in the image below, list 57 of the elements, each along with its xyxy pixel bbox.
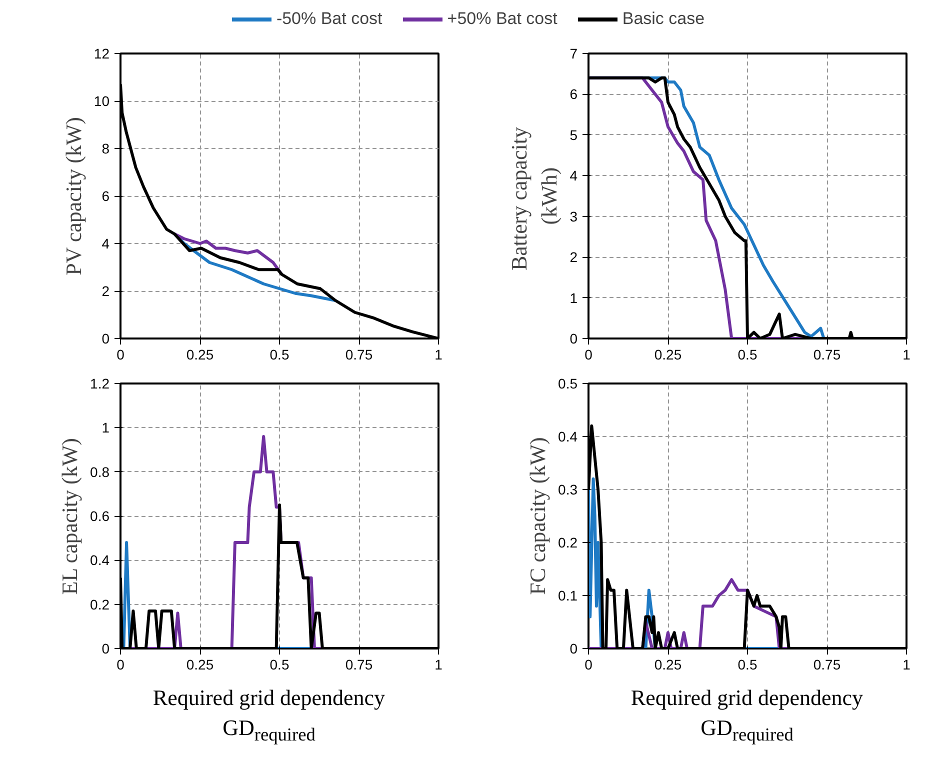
x-axis-title: Required grid dependency GD$_{required}$ [630,684,864,746]
y-tick-label: 1 [102,420,110,436]
y-tick-label: 8 [102,140,110,156]
y-axis-title: EL capacity (kW) [57,438,82,595]
x-tick-label: 0.25 [654,656,682,672]
y-tick-label: 7 [570,46,578,62]
y-tick-label: 0.4 [558,428,578,444]
y-tick-label: 2 [570,249,578,266]
x-tick-label: 0 [116,656,125,672]
y-tick-label: 1 [570,290,578,306]
y-tick-label: 0 [102,640,110,656]
y-tick-label: 0 [570,640,578,656]
x-tick-label: 0.75 [813,656,841,672]
x-tick-label: 0.75 [345,656,373,672]
x-tick-label: 1 [434,346,443,362]
y-tick-label: 4 [570,168,578,184]
legend-label: +50% Bat cost [447,9,558,29]
y-tick-label: 3 [570,208,578,224]
y-tick-label: 6 [102,188,110,204]
y-tick-label: 6 [570,86,578,102]
y-tick-label: 12 [94,46,110,62]
y-tick-label: 10 [94,93,110,109]
x-tick-label: 0.75 [345,346,373,362]
x-tick-label: 0 [584,656,593,672]
y-tick-label: 0 [102,330,110,346]
x-tick-label: 0.25 [186,656,214,672]
x-tick-label: 0.5 [270,346,290,362]
y-tick-label: 0.5 [558,376,578,392]
y-axis-title: Battery capacity (kWh) [506,126,562,271]
x-tick-label: 0.5 [738,656,758,672]
x-tick-label: 0.5 [270,656,290,672]
x-tick-label: 1 [902,346,911,362]
y-axis-title: FC capacity (kW) [525,437,550,595]
y-tick-label: 4 [102,236,110,252]
y-tick-label: 2 [102,283,110,299]
x-tick-label: 0.75 [813,346,841,362]
x-tick-label: 0 [584,346,593,362]
x-tick-label: 1 [434,656,443,672]
x-tick-label: 0.5 [738,346,758,362]
y-tick-label: 0.4 [90,552,110,568]
y-tick-label: 5 [570,126,578,143]
y-tick-label: 0 [570,330,578,346]
y-tick-label: 0.6 [90,508,110,524]
x-axis-title: Required grid dependency GD$_{required}$ [152,684,386,746]
y-axis-title: PV capacity (kW) [60,116,86,276]
y-tick-label: 0.2 [90,596,110,612]
y-tick-label: 0.2 [558,534,578,550]
y-tick-label: 0.8 [90,464,110,480]
x-tick-label: 0.25 [654,346,682,362]
y-tick-label: 0.1 [558,588,578,604]
x-tick-label: 0.25 [186,346,214,362]
y-tick-label: 1.2 [90,376,110,392]
y-tick-label: 0.3 [558,482,578,498]
x-tick-label: 1 [902,656,911,672]
legend-label: Basic case [622,9,705,29]
x-tick-label: 0 [116,346,125,362]
legend-label: -50% Bat cost [276,9,382,29]
